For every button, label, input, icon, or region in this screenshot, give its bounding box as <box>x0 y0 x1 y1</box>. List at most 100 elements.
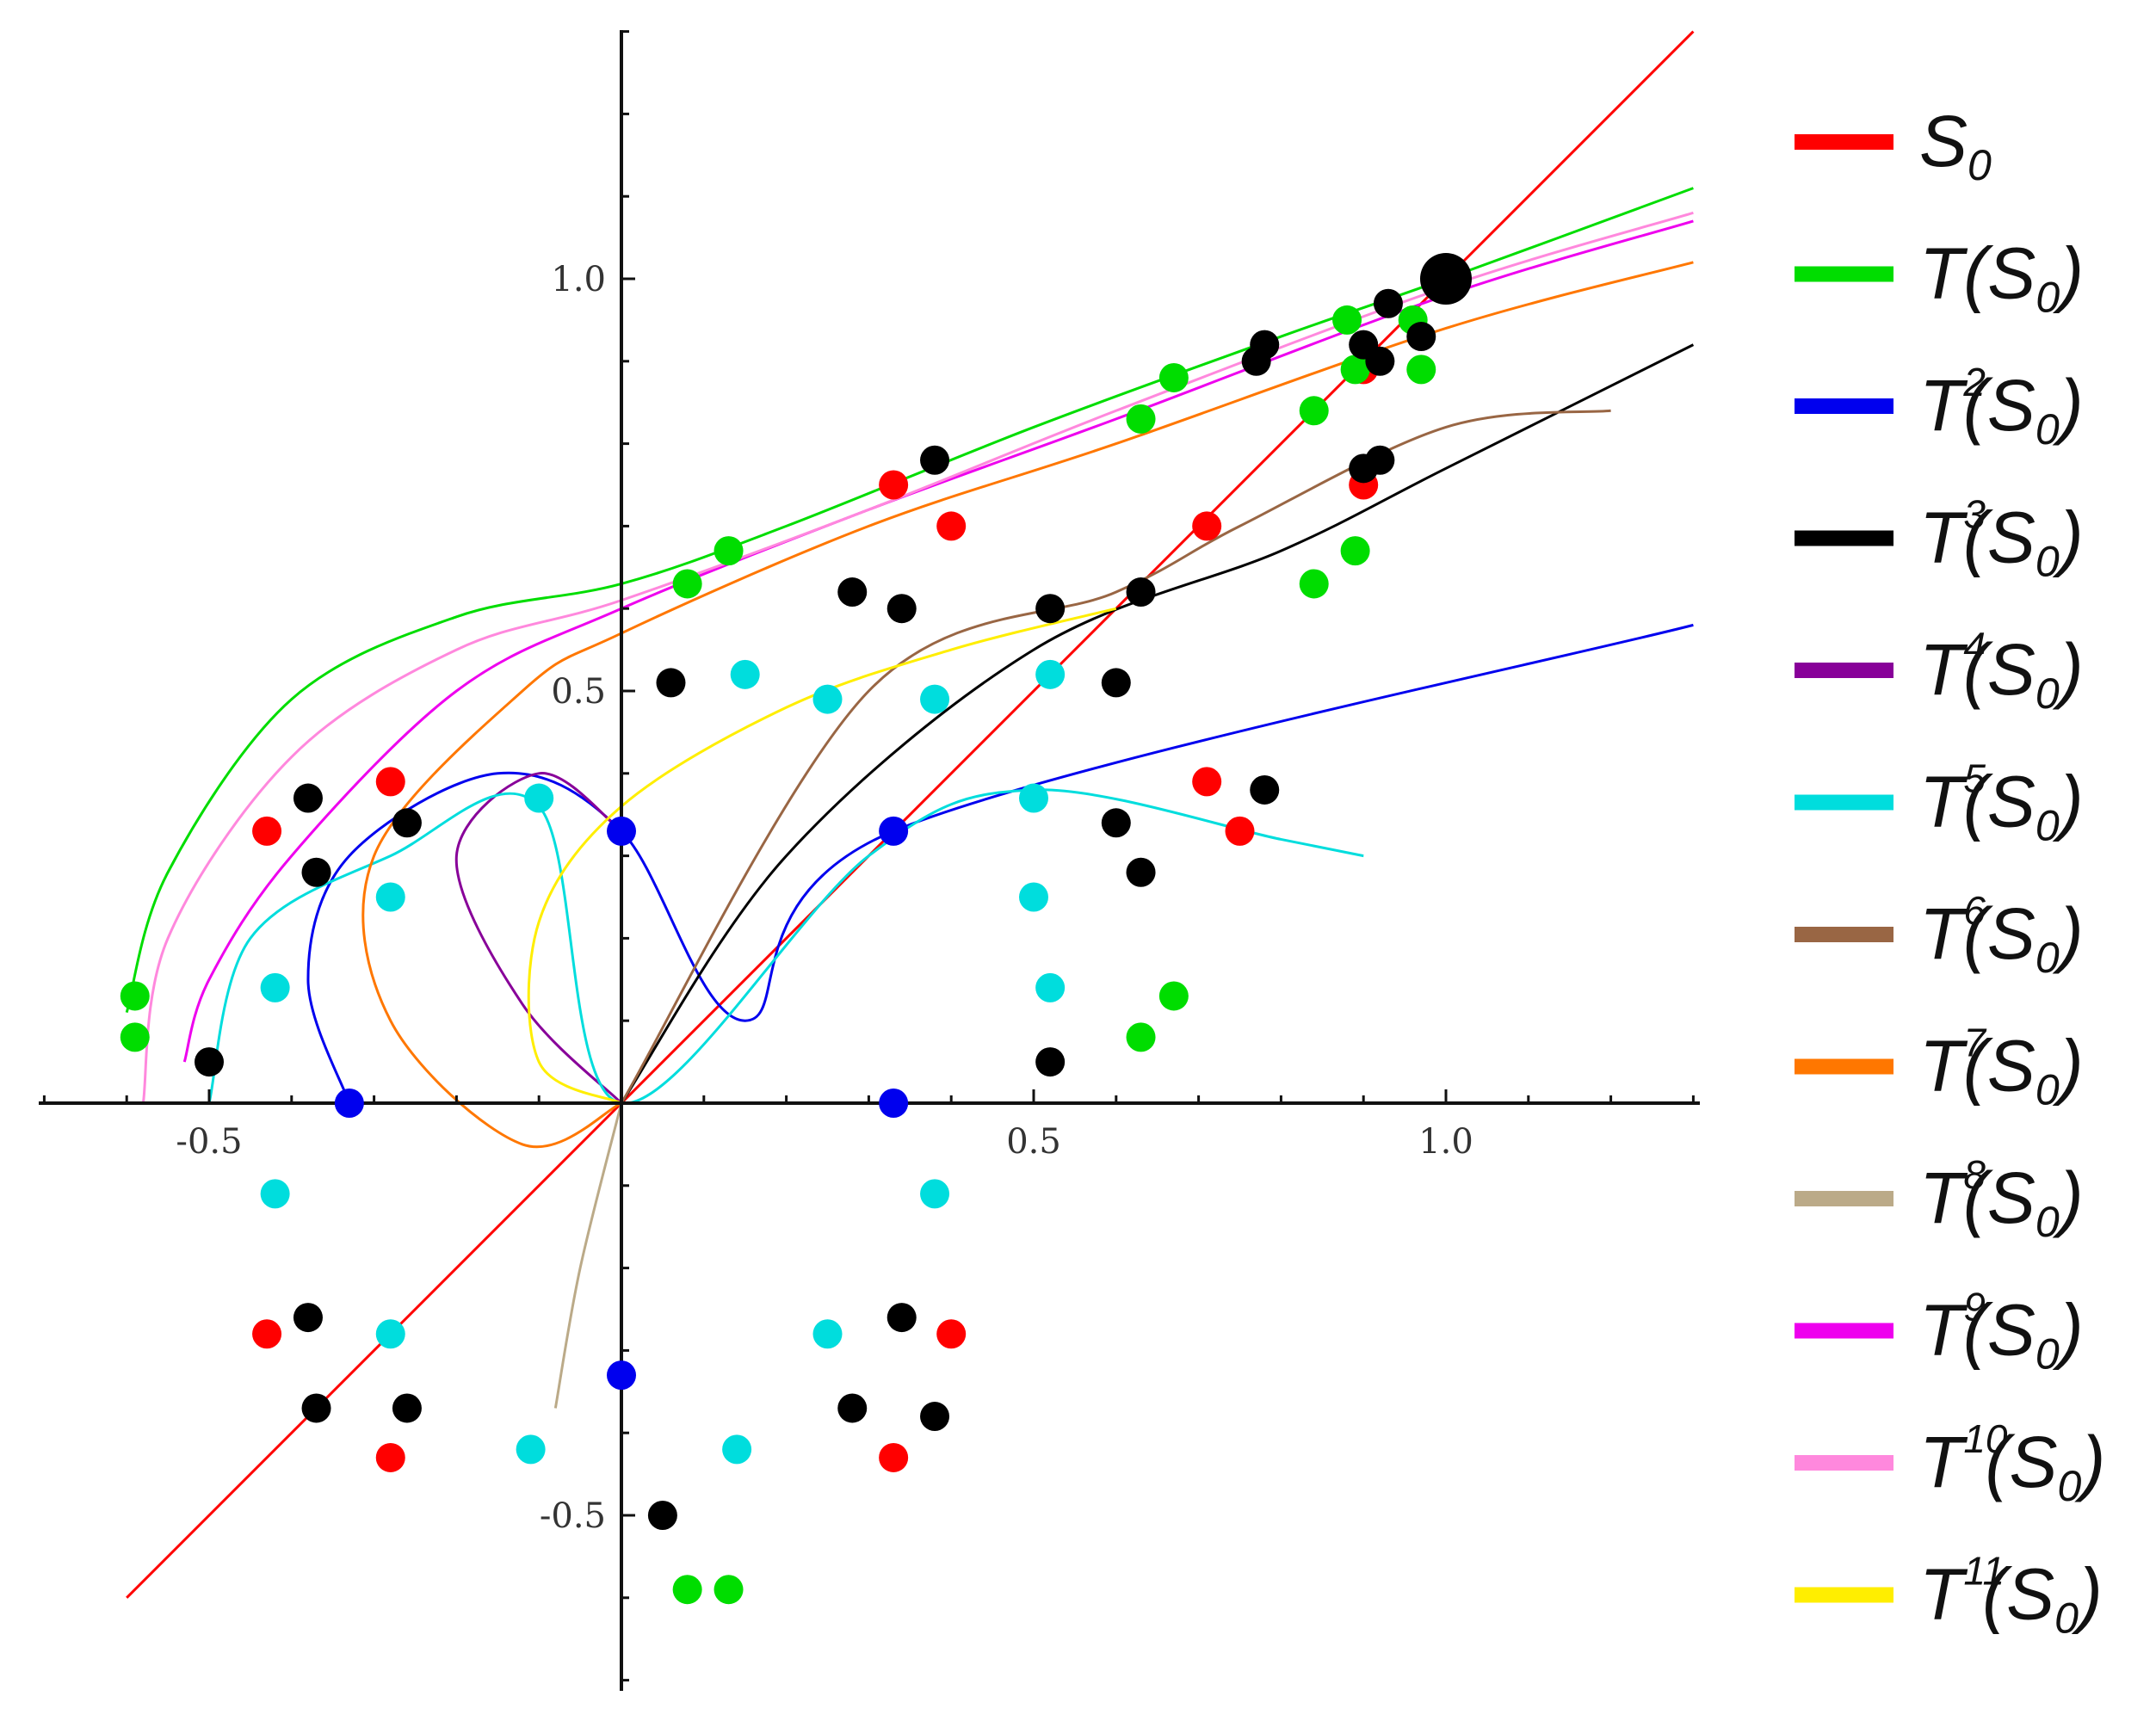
orbit-point-s0 <box>1192 767 1222 797</box>
legend-swatch-t11 <box>1795 1587 1893 1603</box>
orbit-point-s0 <box>252 816 282 846</box>
orbit-point-t3 <box>920 445 950 475</box>
series-line-t2 <box>306 623 1694 1104</box>
legend-label-t6: T6(S0) <box>1919 888 2084 982</box>
orbit-point-t3 <box>1420 253 1472 305</box>
orbit-point-t3 <box>195 1047 224 1077</box>
orbit-point-t3 <box>647 1501 677 1530</box>
orbit-point-s0 <box>252 1319 282 1349</box>
legend-label-s0: S0 <box>1919 101 1992 189</box>
legend-swatch-t2 <box>1795 398 1893 414</box>
orbit-point-t3 <box>392 808 422 838</box>
legend-label-t5: T5(S0) <box>1919 756 2084 850</box>
orbit-point-t5 <box>920 684 950 714</box>
orbit-point-t3 <box>1250 330 1280 360</box>
orbit-point-t3 <box>886 1303 917 1333</box>
orbit-point-t5 <box>1035 972 1066 1002</box>
orbit-point-t3 <box>1365 346 1395 376</box>
orbit-point-t5 <box>1035 659 1066 689</box>
orbit-point-t1 <box>1126 1022 1156 1052</box>
legend-swatch-t9 <box>1795 1323 1893 1339</box>
legend-label-t10: T10(S0) <box>1919 1416 2105 1510</box>
legend-label-t2: T2(S0) <box>1919 360 2084 453</box>
orbit-point-t5 <box>375 882 405 912</box>
orbit-point-t5 <box>812 1319 843 1349</box>
y-tick-label: -0.5 <box>540 1496 606 1536</box>
series-line-t3 <box>620 343 1695 1104</box>
series-line-t4 <box>454 772 623 1105</box>
legend-swatch-t10 <box>1795 1455 1893 1471</box>
orbit-point-t1 <box>1126 404 1156 434</box>
orbit-point-t3 <box>392 1393 422 1423</box>
orbit-point-t2 <box>607 1360 636 1391</box>
orbit-point-t1 <box>1158 981 1189 1011</box>
orbit-point-t2 <box>879 816 909 846</box>
orbit-point-t1 <box>1340 355 1370 385</box>
y-tick-label: 0.5 <box>551 672 606 712</box>
orbit-point-t1 <box>1332 305 1362 335</box>
orbit-point-t1 <box>1299 569 1329 599</box>
axes-layer: -0.5 0.5 1.0 1.0 0.5 -0.5 <box>39 30 1700 1691</box>
x-tick-label: 1.0 <box>1418 1122 1473 1162</box>
legend: S0 T(S0) T2(S0) T3(S0) T4(S0) T5(S0) T6(S0) T7(… <box>1795 101 2105 1643</box>
orbit-point-t5 <box>812 684 843 714</box>
y-tick-label: 1.0 <box>551 260 606 299</box>
orbit-point-t5 <box>730 659 760 689</box>
orbit-point-t2 <box>334 1089 364 1118</box>
orbit-point-t3 <box>1101 668 1131 698</box>
orbit-point-t5 <box>260 1179 290 1209</box>
orbit-point-t2 <box>879 1089 909 1118</box>
legend-label-t11: T11(S0) <box>1919 1549 2103 1643</box>
orbit-point-t3 <box>1126 577 1156 608</box>
orbit-point-t3 <box>1406 322 1436 352</box>
legend-label-t3: T3(S0) <box>1919 492 2084 586</box>
orbit-point-t3 <box>920 1402 950 1432</box>
orbit-point-t3 <box>1250 774 1280 805</box>
orbit-point-t3 <box>301 1393 331 1423</box>
orbit-point-t3 <box>656 668 686 698</box>
orbit-point-t1 <box>1158 362 1189 392</box>
orbit-point-t3 <box>293 783 323 813</box>
orbit-point-t3 <box>1035 594 1066 624</box>
legend-swatch-t3 <box>1795 530 1893 546</box>
orbit-point-t3 <box>837 1393 868 1423</box>
legend-swatch-t7 <box>1795 1058 1893 1075</box>
legend-swatch-t1 <box>1795 266 1893 282</box>
orbit-point-s0 <box>375 767 405 797</box>
orbit-point-t5 <box>920 1179 950 1209</box>
orbit-point-t3 <box>1373 288 1403 318</box>
orbit-point-s0 <box>375 1442 405 1472</box>
orbit-point-t1 <box>714 536 744 566</box>
series-line-t10 <box>141 211 1694 1104</box>
legend-label-t7: T7(S0) <box>1919 1021 2084 1114</box>
orbit-point-s0 <box>879 1442 909 1472</box>
orbit-point-t3 <box>837 577 868 608</box>
orbit-point-t1 <box>672 569 702 599</box>
legend-label-t1: T(S0) <box>1919 233 2084 322</box>
orbit-point-t3 <box>301 857 331 887</box>
orbit-point-t1 <box>1340 536 1370 566</box>
orbit-point-s0 <box>1225 816 1255 846</box>
orbit-point-t5 <box>524 783 554 813</box>
legend-swatch-t5 <box>1795 794 1893 811</box>
orbit-point-t3 <box>1126 857 1156 887</box>
legend-label-t4: T4(S0) <box>1919 624 2084 718</box>
orbit-point-t3 <box>1101 808 1131 838</box>
orbit-point-t3 <box>886 594 917 624</box>
orbit-point-t5 <box>1019 882 1048 912</box>
legend-label-t8: T8(S0) <box>1919 1152 2084 1246</box>
legend-swatch-t6 <box>1795 927 1893 942</box>
orbit-point-t1 <box>120 1022 150 1052</box>
orbit-point-s0 <box>1192 511 1222 541</box>
series-line-t11 <box>527 607 1117 1105</box>
legend-swatch-s0 <box>1795 134 1893 150</box>
series-line-t6 <box>620 409 1611 1104</box>
orbit-point-t5 <box>722 1434 752 1465</box>
markers-layer <box>120 253 1472 1605</box>
orbit-point-t5 <box>375 1319 405 1349</box>
orbit-point-t3 <box>1035 1047 1066 1077</box>
orbit-point-s0 <box>879 470 909 500</box>
orbit-point-t5 <box>516 1434 546 1465</box>
orbit-point-t1 <box>672 1575 702 1605</box>
